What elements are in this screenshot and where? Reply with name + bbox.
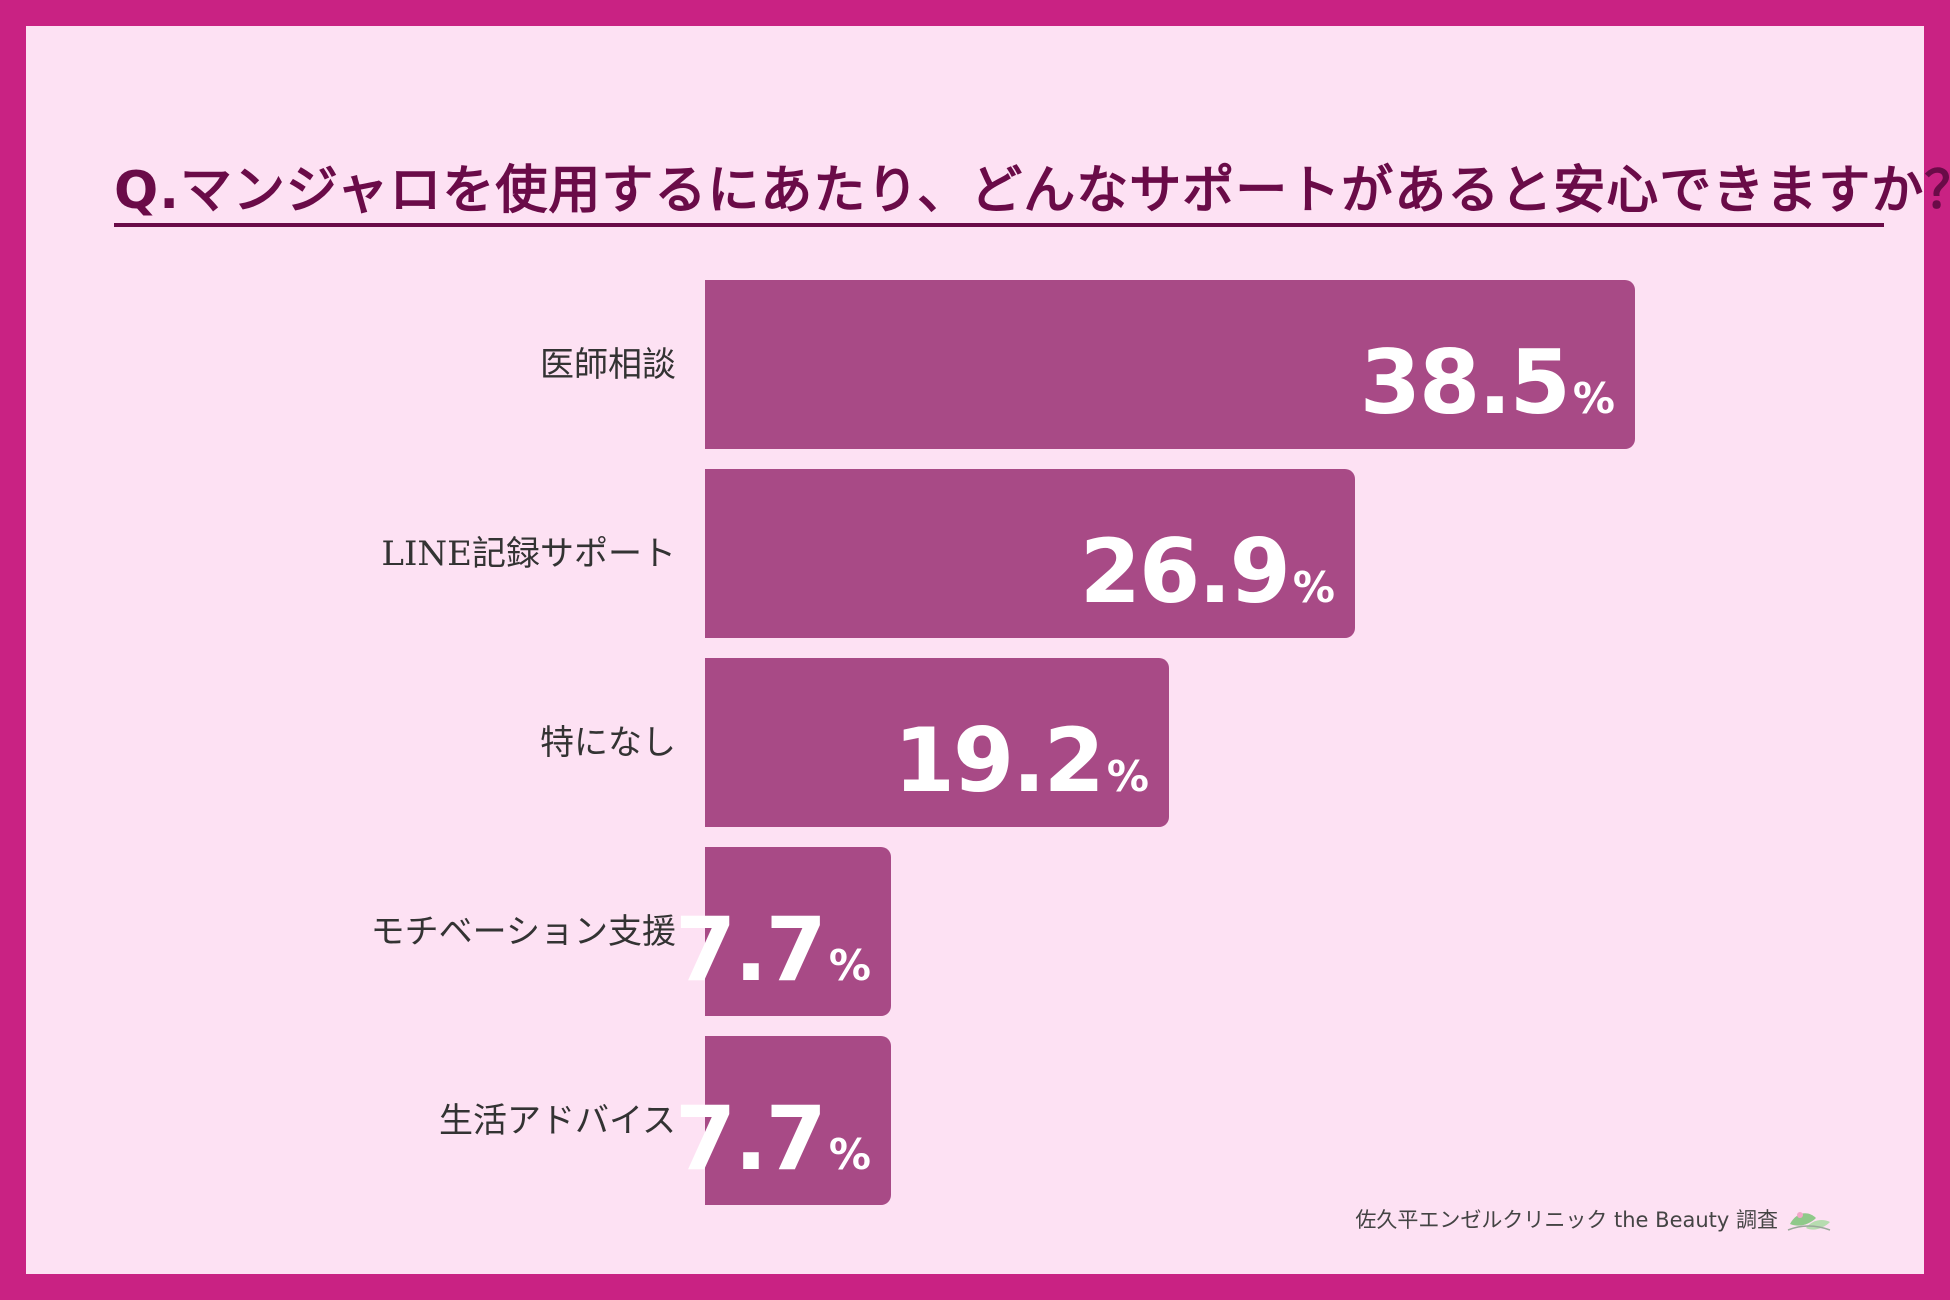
value-unit: % [1292, 563, 1335, 612]
value-number: 7.7 [675, 898, 827, 1001]
value-number: 38.5 [1359, 331, 1571, 434]
value-unit: % [828, 1130, 871, 1179]
chart-title: Q.マンジャロを使用するにあたり、どんなサポートがあると安心できますか？ [114, 161, 1950, 221]
bar: 19.2% [705, 658, 1169, 827]
leaf-logo-icon [1787, 1212, 1831, 1231]
value-label: 7.7% [675, 1095, 871, 1183]
value-number: 7.7 [675, 1087, 827, 1190]
survey-credit: 佐久平エンゼルクリニック the Beauty 調査 [1355, 1204, 1832, 1234]
value-number: 19.2 [893, 709, 1105, 812]
category-label: モチベーション支援 [370, 911, 676, 952]
category-label: LINE記録サポート [381, 533, 676, 574]
category-label: 医師相談 [540, 344, 676, 385]
value-unit: % [1572, 374, 1615, 423]
category-label: 生活アドバイス [439, 1100, 676, 1141]
value-number: 26.9 [1079, 520, 1291, 623]
value-label: 26.9% [1080, 528, 1335, 616]
bar: 7.7% [675, 1036, 891, 1205]
value-unit: % [1106, 752, 1149, 801]
title-underline [114, 223, 1884, 227]
category-label: 特になし [540, 722, 676, 763]
value-label: 7.7% [675, 906, 871, 994]
value-unit: % [828, 941, 871, 990]
bar: 7.7% [675, 847, 891, 1016]
value-label: 19.2% [894, 717, 1149, 805]
bar: 38.5% [705, 280, 1635, 449]
value-label: 38.5% [1360, 339, 1615, 427]
bar: 26.9% [705, 469, 1355, 638]
credit-text: 佐久平エンゼルクリニック the Beauty 調査 [1355, 1208, 1778, 1232]
